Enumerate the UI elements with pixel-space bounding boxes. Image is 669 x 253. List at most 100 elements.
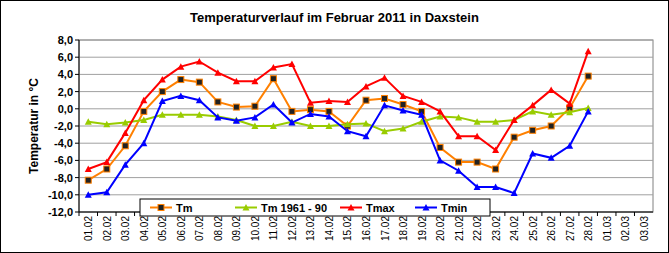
data-point	[307, 99, 314, 106]
data-point	[103, 121, 110, 128]
data-point	[437, 108, 444, 115]
legend-label: Tmin	[441, 202, 468, 214]
data-point	[270, 76, 276, 82]
y-tick-label: 6,0	[58, 51, 73, 63]
data-point	[140, 97, 147, 104]
data-point	[196, 58, 203, 65]
grid-line	[79, 194, 653, 195]
x-tick-label: 01.02	[83, 216, 94, 241]
data-point	[400, 102, 406, 108]
data-point	[251, 114, 258, 121]
y-tick-label: -10,0	[48, 189, 73, 201]
data-point	[270, 123, 277, 130]
data-point	[437, 145, 443, 151]
data-point	[548, 111, 555, 118]
chart: -12,0-10,0-8,0-6,0-4,0-2,00,02,04,06,08,…	[0, 0, 669, 253]
y-tick-label: 0,0	[58, 103, 73, 115]
x-tick	[134, 212, 135, 216]
data-point	[529, 102, 536, 109]
x-tick-label: 02.03	[620, 216, 631, 241]
data-point	[455, 167, 462, 174]
data-point	[288, 119, 295, 126]
x-tick	[523, 212, 524, 216]
x-tick-label: 03.03	[639, 216, 650, 241]
data-point	[456, 159, 462, 165]
x-tick-label: 11.02	[268, 216, 279, 241]
plot-area	[79, 40, 653, 212]
data-point	[400, 107, 407, 114]
series-group	[85, 48, 592, 198]
data-point	[196, 79, 202, 85]
data-point	[492, 118, 499, 125]
data-point	[196, 111, 203, 118]
data-point	[122, 161, 129, 168]
data-point	[140, 116, 147, 123]
data-point	[511, 116, 518, 123]
x-tick-label: 14.02	[324, 216, 335, 241]
y-axis	[79, 40, 80, 212]
x-tick-label: 05.02	[157, 216, 168, 241]
x-tick-label: 13.02	[305, 216, 316, 241]
x-tick-label: 17.02	[380, 216, 391, 241]
data-point	[492, 184, 499, 191]
x-tick	[504, 212, 505, 216]
y-tick	[75, 108, 79, 109]
data-point	[159, 89, 165, 95]
data-point	[455, 114, 462, 121]
data-point	[251, 123, 258, 130]
data-point	[141, 108, 147, 114]
data-point	[178, 77, 184, 83]
data-point	[233, 117, 240, 124]
series-line	[88, 51, 588, 169]
data-point	[325, 123, 332, 130]
legend-label: Tm 1961 - 90	[261, 202, 327, 214]
data-point	[585, 48, 592, 55]
x-tick-label: 06.02	[176, 216, 187, 241]
grid-line	[79, 143, 653, 144]
data-point	[529, 150, 536, 157]
data-point	[85, 118, 92, 125]
y-tick	[75, 91, 79, 92]
legend: TmTm 1961 - 90TmaxTmin	[140, 199, 490, 216]
data-point	[214, 69, 221, 76]
x-tick-label: 10.02	[250, 216, 261, 241]
data-point	[289, 108, 295, 114]
y-tick	[75, 126, 79, 127]
x-tick-label: 12.02	[287, 216, 298, 241]
x-tick-label: 03.02	[120, 216, 131, 241]
data-point	[122, 143, 128, 149]
grid-line	[79, 177, 653, 178]
legend-marker	[243, 204, 250, 211]
y-tick	[75, 212, 79, 213]
data-point	[307, 123, 314, 130]
data-point	[196, 97, 203, 104]
data-point	[474, 118, 481, 125]
title: Temperaturverlauf im Februar 2011 in Dax…	[190, 10, 479, 25]
y-tick-label: 8,0	[58, 34, 73, 46]
data-point	[400, 125, 407, 132]
data-point	[530, 127, 536, 133]
y-tick	[75, 160, 79, 161]
data-point	[140, 140, 147, 147]
data-point	[177, 92, 184, 99]
y-tick-label: -12,0	[48, 206, 73, 218]
data-point	[85, 177, 91, 183]
data-point	[363, 97, 369, 103]
data-point	[511, 190, 518, 197]
y-tick	[75, 177, 79, 178]
x-tick-label: 19.02	[417, 216, 428, 241]
x-tick	[634, 212, 635, 216]
data-point	[381, 74, 388, 81]
data-point	[270, 101, 277, 108]
data-point	[474, 133, 481, 140]
data-point	[344, 98, 351, 105]
data-point	[381, 128, 388, 135]
data-point	[85, 191, 92, 198]
data-point	[437, 157, 444, 164]
legend-marker	[423, 204, 430, 211]
x-tick-label: 07.02	[194, 216, 205, 241]
data-point	[103, 189, 110, 196]
y-tick-label: -4,0	[54, 137, 73, 149]
y-tick-label: -2,0	[54, 120, 73, 132]
data-point	[177, 111, 184, 118]
